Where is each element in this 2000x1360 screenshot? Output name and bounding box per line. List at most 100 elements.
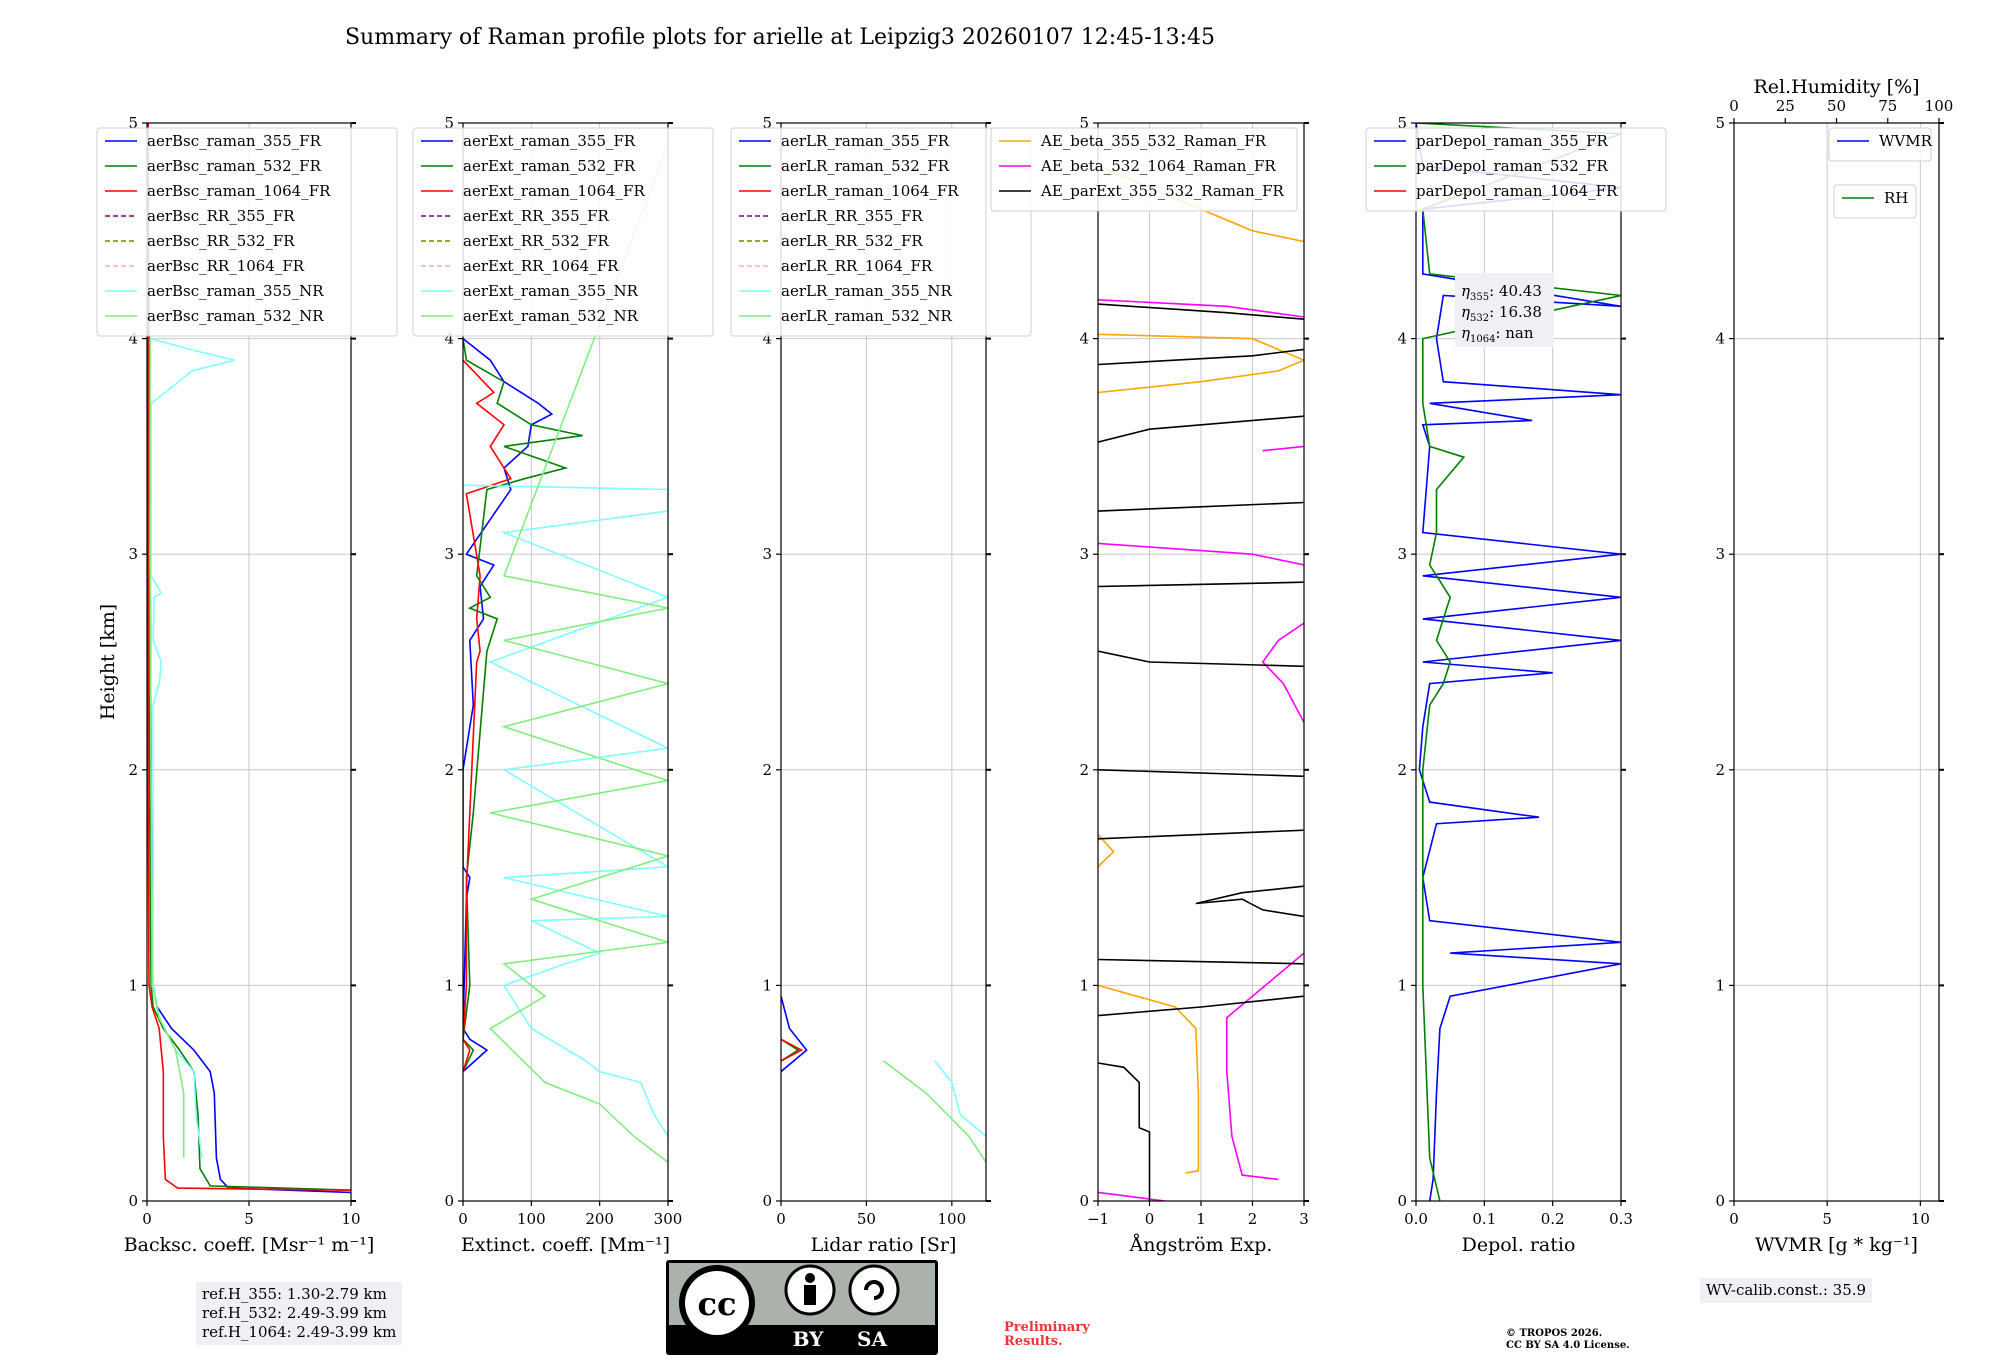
y-tick-label: 4 — [1397, 330, 1407, 348]
legend-label: aerLR_raman_355_FR — [781, 132, 950, 150]
legend-label: aerBsc_raman_532_FR — [147, 157, 322, 175]
legend-label: aerLR_raman_355_NR — [781, 282, 952, 300]
series-line-magenta — [1098, 1191, 1166, 1201]
series-line-black — [1098, 650, 1304, 668]
panel-depol: 0.0 0.1 0.2 0.3 0 1 2 3 4 5 Depol. ratio parDepol_r… — [1365, 114, 1667, 1256]
y-tick-label: 1 — [128, 976, 138, 994]
y-tick-label: 4 — [1715, 330, 1725, 348]
x-tick-label: 0.3 — [1609, 1210, 1633, 1228]
y-tick-label: 3 — [1397, 545, 1407, 563]
x-tick-label: −1 — [1087, 1210, 1109, 1228]
legend-label: aerExt_raman_532_FR — [463, 157, 636, 175]
series-line-black — [1195, 885, 1304, 918]
y-tick-label: 3 — [762, 545, 772, 563]
legend-box — [1365, 127, 1667, 212]
y-tick-label: 5 — [444, 114, 454, 132]
y-tick-label: 4 — [1079, 330, 1089, 348]
x-tick-label: 0.1 — [1472, 1210, 1496, 1228]
panel-frame — [1415, 122, 1622, 1202]
legend-label: aerLR_raman_532_FR — [781, 157, 950, 175]
y-tick-label: 1 — [762, 976, 772, 994]
legend-label: aerExt_raman_1064_FR — [463, 182, 645, 200]
y-tick-label: 5 — [1079, 114, 1089, 132]
legend-rh: RH — [1833, 184, 1917, 219]
series-line-black — [1098, 958, 1304, 965]
top-x-tick-label: 50 — [1827, 97, 1846, 115]
x-tick-label: 0 — [142, 1210, 152, 1228]
y-tick-label: 5 — [762, 114, 772, 132]
x-tick-label: 50 — [857, 1210, 876, 1228]
series-line-red — [781, 1038, 804, 1062]
panel-frame — [1097, 122, 1305, 1202]
ref-height-1064: ref.H_1064: 2.49-3.99 km — [202, 1323, 397, 1341]
series-line-green — [781, 1038, 800, 1062]
legend-label: WVMR — [1879, 132, 1933, 150]
x-tick-label: 0 — [458, 1210, 468, 1228]
panel-frame — [462, 122, 669, 1202]
eta-subscript: 355 — [1470, 292, 1489, 303]
legend-label: aerExt_RR_532_FR — [463, 232, 610, 250]
series-line-magenta — [1226, 952, 1304, 1181]
series-line-black — [1098, 415, 1304, 443]
y-tick-label: 3 — [444, 545, 454, 563]
legend-label: aerBsc_raman_1064_FR — [147, 182, 331, 200]
legend-label: aerBsc_RR_532_FR — [147, 232, 295, 250]
legend-label: aerExt_RR_355_FR — [463, 207, 610, 225]
eta-symbol: η — [1461, 282, 1470, 300]
series-line-blue — [781, 995, 808, 1073]
by-label: BY — [793, 1327, 825, 1351]
legend-label: aerExt_RR_1064_FR — [463, 257, 619, 275]
y-tick-label: 2 — [1715, 761, 1725, 779]
y-tick-label: 0 — [1397, 1192, 1407, 1210]
legend-label: aerLR_RR_532_FR — [781, 232, 923, 250]
x-axis-label: Lidar ratio [Sr] — [811, 1234, 957, 1256]
y-tick-label: 3 — [1079, 545, 1089, 563]
legend-label: aerBsc_raman_355_FR — [147, 132, 322, 150]
series-line-magenta — [1098, 542, 1304, 566]
y-tick-label: 5 — [1715, 114, 1725, 132]
y-tick-label: 2 — [1397, 761, 1407, 779]
series-group — [1098, 165, 1304, 1201]
x-tick-label: 100 — [517, 1210, 546, 1228]
series-line-magenta — [1262, 445, 1304, 452]
top-x-tick-label: 25 — [1776, 97, 1795, 115]
legend-box — [412, 127, 714, 337]
x-tick-label: 0.0 — [1404, 1210, 1428, 1228]
x-tick-label: 2 — [1248, 1210, 1258, 1228]
panel-ext: 0 100 200 300 0 1 2 3 4 5 Extinct. coeff. [Mm⁻¹] ae… — [412, 114, 714, 1256]
eta-line: η532: 16.38 — [1461, 303, 1542, 324]
by-person-head — [805, 1273, 815, 1283]
y-tick-label: 0 — [128, 1192, 138, 1210]
legend-label: aerLR_RR_355_FR — [781, 207, 923, 225]
x-tick-label: 1 — [1196, 1210, 1206, 1228]
y-axis-label: Height [km] — [97, 604, 119, 720]
legend-label: parDepol_raman_1064_FR — [1416, 182, 1618, 200]
legend-box — [96, 127, 398, 337]
series-line-cyan — [934, 1060, 986, 1137]
eta-subscript: 1064 — [1470, 334, 1495, 345]
reference-height-box: ref.H_355: 1.30-2.79 km ref.H_532: 2.49-… — [196, 1282, 403, 1345]
x-tick-label: 10 — [1911, 1210, 1930, 1228]
x-tick-label: 0 — [776, 1210, 786, 1228]
series-group — [147, 123, 351, 1194]
legend-label: aerBsc_RR_355_FR — [147, 207, 295, 225]
series-line-lightgreen — [883, 1060, 986, 1163]
y-tick-label: 0 — [444, 1192, 454, 1210]
legend-label: RH — [1884, 189, 1908, 207]
cc-logo-text: cc — [698, 1285, 737, 1323]
copyright-note: © TROPOS 2026. CC BY SA 4.0 License. — [1506, 1328, 1630, 1352]
y-tick-label: 2 — [762, 761, 772, 779]
x-axis-label: WVMR [g * kg⁻¹] — [1755, 1234, 1918, 1256]
legend-box — [990, 127, 1298, 212]
panel-lr: 0 50 100 0 1 2 3 4 5 Lidar ratio [Sr] aerLR_raman_… — [730, 114, 1032, 1256]
eta-subscript: 532 — [1470, 313, 1489, 324]
preliminary-line-2: Results. — [1004, 1334, 1063, 1349]
legend: parDepol_raman_355_FR parDepol_raman_532_… — [1365, 127, 1667, 212]
y-tick-label: 4 — [762, 330, 772, 348]
legend-box — [730, 127, 1032, 337]
x-tick-label: 300 — [654, 1210, 683, 1228]
legend-label: AE_parExt_355_532_Raman_FR — [1040, 182, 1285, 200]
